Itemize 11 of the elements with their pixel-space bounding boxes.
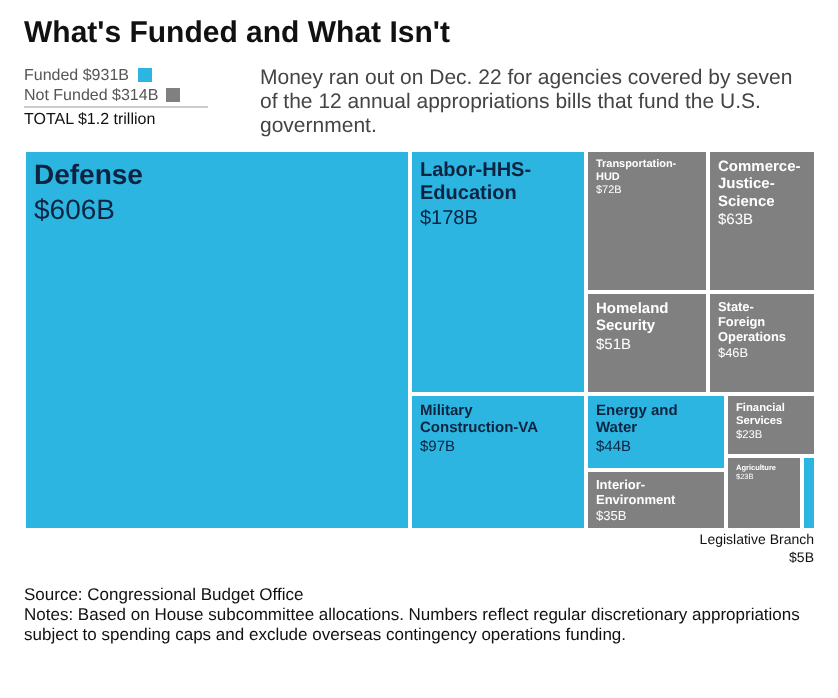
text: What's Funded and What Isn't — [24, 16, 452, 50]
category-label: Defense — [34, 158, 144, 191]
text: TOTAL $1.2 trillion — [24, 106, 208, 128]
source-note: Source: Congressional Budget Office — [24, 583, 306, 605]
text: Money ran out on Dec. 22 for agencies covered by seven of the 12 annual appropriations bills that fund the U.S. government. — [260, 66, 795, 139]
text: Notes: Based on House subcommittee allocations. Numbers reflect regular discretionary appropriations subject to spending caps and exclude overseas contingency operations funding. — [24, 604, 802, 646]
data-label: $606B — [34, 193, 115, 226]
legend-label: Not Funded $314B — [24, 86, 159, 104]
legend-label: Funded $931B — [24, 66, 129, 84]
data-label: $178B — [420, 208, 479, 231]
category-label: Labor-HHS-Education — [420, 160, 532, 206]
